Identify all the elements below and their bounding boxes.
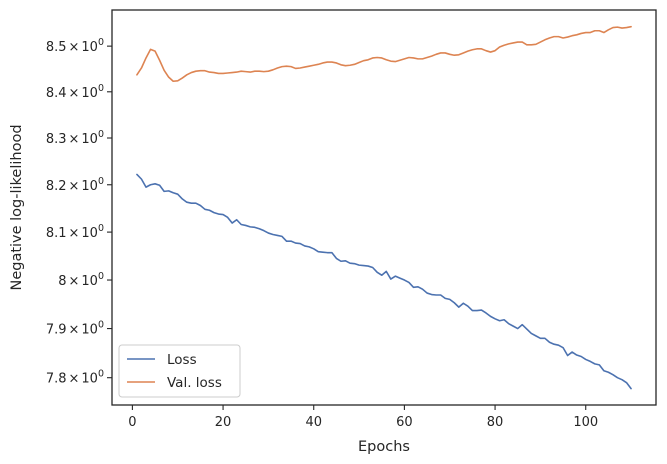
y-tick-times: ×: [69, 372, 80, 387]
x-tick-label: 60: [396, 415, 413, 430]
y-tick-exponent: 0: [98, 223, 104, 234]
y-tick-label: 7.8 × 100: [46, 369, 104, 387]
y-tick-base: 10: [81, 226, 98, 241]
legend-box: [118, 344, 241, 398]
y-tick-label: 8.1 × 100: [46, 223, 104, 241]
y-tick-base: 10: [81, 132, 98, 147]
y-tick-times: ×: [69, 132, 80, 147]
y-tick-times: ×: [69, 226, 80, 241]
x-tick-label: 40: [305, 415, 322, 430]
y-tick-exponent: 0: [98, 176, 104, 187]
y-tick-mantissa: 8.2: [46, 179, 67, 194]
x-axis-label: Epochs: [358, 439, 410, 455]
x-tick-label: 80: [487, 415, 504, 430]
y-tick-label: 8.3 × 100: [46, 129, 104, 147]
y-tick-label: 8.5 × 100: [46, 37, 104, 55]
y-tick-label: 8 × 100: [58, 271, 104, 289]
y-tick-exponent: 0: [98, 37, 104, 48]
y-tick-base: 10: [81, 274, 98, 289]
series-line-loss: [136, 173, 632, 390]
legend-label-loss: Loss: [167, 352, 197, 368]
y-tick-mantissa: 8: [58, 274, 66, 289]
series-lines: [136, 25, 632, 390]
x-tick-label: 100: [573, 415, 598, 430]
y-tick-base: 10: [81, 323, 98, 338]
x-tick-label: 20: [215, 415, 232, 430]
series-line-val-loss: [136, 25, 632, 83]
y-tick-exponent: 0: [98, 369, 104, 380]
y-tick-label: 8.4 × 100: [46, 83, 104, 101]
y-tick-base: 10: [81, 179, 98, 194]
y-tick-mantissa: 8.3: [46, 132, 67, 147]
x-tick-label: 0: [128, 415, 136, 430]
y-tick-times: ×: [69, 274, 80, 289]
legend-label-val-loss: Val. loss: [167, 375, 222, 391]
y-tick-mantissa: 7.8: [46, 372, 67, 387]
y-tick-times: ×: [69, 179, 80, 194]
y-tick-exponent: 0: [98, 129, 104, 140]
legend: Loss Val. loss: [118, 344, 241, 398]
y-tick-exponent: 0: [98, 83, 104, 94]
y-tick-times: ×: [69, 86, 80, 101]
y-tick-base: 10: [81, 372, 98, 387]
y-tick-mantissa: 8.4: [46, 86, 67, 101]
y-tick-times: ×: [69, 40, 80, 55]
y-tick-exponent: 0: [98, 320, 104, 331]
y-tick-label: 7.9 × 100: [46, 320, 104, 338]
y-tick-label: 8.2 × 100: [46, 176, 104, 194]
y-tick-times: ×: [69, 323, 80, 338]
y-axis-label: Negative log-likelihood: [9, 124, 25, 290]
y-tick-mantissa: 8.5: [46, 40, 67, 55]
y-tick-base: 10: [81, 86, 98, 101]
y-tick-mantissa: 8.1: [46, 226, 67, 241]
y-tick-base: 10: [81, 40, 98, 55]
y-tick-exponent: 0: [98, 271, 104, 282]
y-tick-mantissa: 7.9: [46, 323, 67, 338]
plot-frame: [111, 9, 657, 406]
